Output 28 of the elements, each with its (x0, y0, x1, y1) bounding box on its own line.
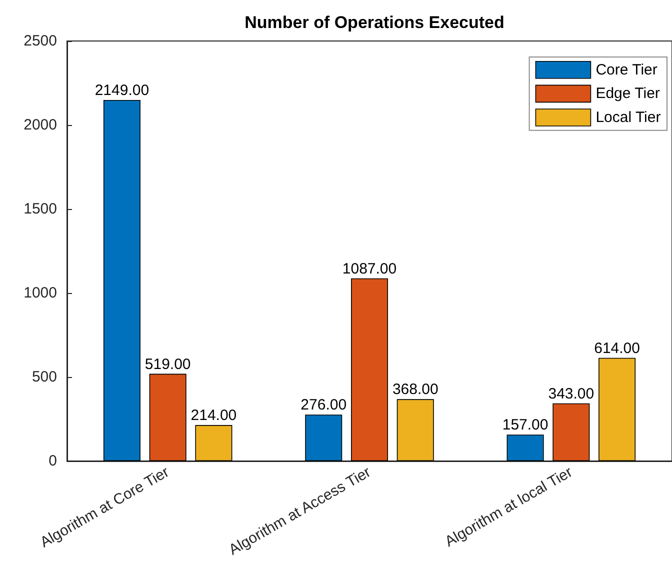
bar (351, 278, 388, 461)
y-tick-label: 500 (32, 368, 57, 386)
legend-label: Local Tier (596, 109, 661, 126)
data-label: 368.00 (392, 381, 438, 398)
data-label: 1087.00 (342, 260, 397, 278)
legend-label: Edge Tier (596, 85, 660, 102)
y-tick-label: 2000 (24, 116, 57, 134)
data-label: 2149.00 (94, 82, 150, 99)
bar (149, 374, 186, 461)
data-label: 214.00 (190, 407, 237, 424)
data-label: 157.00 (502, 416, 548, 434)
data-label: 614.00 (594, 340, 640, 357)
bar (552, 403, 590, 461)
bar (598, 358, 636, 461)
bar (305, 414, 342, 461)
data-label: 276.00 (300, 396, 347, 414)
data-label: 519.00 (144, 356, 191, 373)
y-tick-label: 1000 (24, 284, 57, 302)
chart-title: Number of Operations Executed (244, 13, 504, 32)
y-tick-label: 2500 (24, 32, 57, 50)
legend-label: Core Tier (596, 61, 658, 78)
bar (103, 100, 140, 461)
bar (396, 399, 434, 461)
bar (506, 434, 544, 461)
data-label: 343.00 (548, 385, 594, 402)
y-tick-label: 0 (48, 452, 57, 470)
y-tick-label: 1500 (24, 200, 57, 218)
bar (195, 425, 232, 461)
